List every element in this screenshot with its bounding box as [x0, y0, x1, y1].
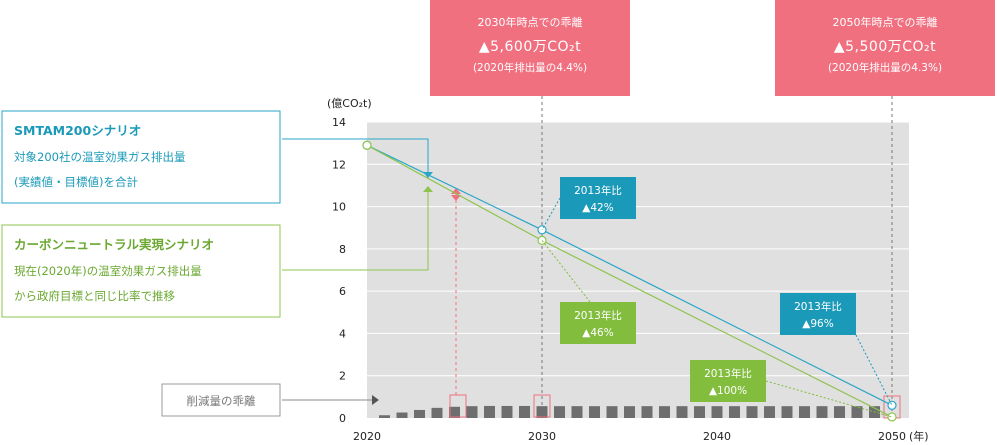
- gap-bar: [764, 406, 775, 418]
- gridlines: [367, 121, 909, 377]
- y-tick-14: 14: [332, 116, 346, 129]
- gap-bar: [624, 406, 635, 418]
- callout-2030-value: ▲5,600万CO₂t: [478, 39, 582, 55]
- y-tick-8: 8: [339, 243, 346, 256]
- gap-bar: [431, 407, 443, 418]
- y-tick-0: 0: [339, 412, 346, 425]
- gap-bar: [834, 406, 845, 418]
- legend-cn-line2: から政府目標と同じ比率で推移: [14, 289, 175, 303]
- legend-connector-smtam: [282, 138, 429, 172]
- gap-bar: [851, 406, 863, 418]
- x-ticks: 2020 2030 2040 2050: [353, 430, 906, 443]
- legend-arrow-gap-icon: [372, 395, 379, 405]
- callout-2050: 2050年時点での乖離 ▲5,500万CO₂t (2020年排出量の4.3%): [775, 0, 995, 96]
- callout-2030-title: 2030年時点での乖離: [477, 16, 583, 29]
- legend-box-gap: 削減量の乖離: [161, 383, 281, 417]
- gap-bar: [536, 406, 548, 418]
- legend-arrow-cn-icon: [423, 186, 433, 192]
- ratio-tags: 2013年比 ▲42% 2013年比 ▲46% 2013年比 ▲96% 2013年比 ▲100…: [541, 177, 893, 418]
- x-axis-unit: (年): [909, 429, 929, 443]
- legend-box-cn: カーボンニュートラル実現シナリオ 現在(2020年)の温室効果ガス排出量 から政…: [1, 224, 281, 318]
- ratio-tag-box: [560, 177, 636, 219]
- x-tick-2040: 2040: [703, 430, 731, 443]
- y-tick-4: 4: [339, 327, 346, 340]
- gap-bar: [414, 409, 425, 418]
- gap-bar: [606, 406, 618, 418]
- ratio-tag-value: ▲42%: [582, 202, 613, 214]
- gap-bar: [379, 415, 390, 418]
- gap-bar: [396, 412, 408, 418]
- callout-2050-note: (2020年排出量の4.3%): [827, 62, 943, 74]
- y-ticks: 0 2 4 6 8 10 12 14: [332, 116, 346, 425]
- gap-bar: [466, 406, 478, 418]
- ratio-tag-leader: [541, 240, 591, 303]
- gap-bar: [589, 406, 600, 418]
- y-axis-label: (億CO₂t): [327, 97, 372, 110]
- y-tick-6: 6: [339, 285, 346, 298]
- legend-smtam-title: SMTAM200シナリオ: [14, 123, 141, 138]
- legend-box-smtam: SMTAM200シナリオ 対象200社の温室効果ガス排出量 (実績値・目標値)を…: [1, 110, 281, 204]
- highlight-2030: [533, 394, 551, 418]
- gap-bar: [676, 406, 688, 418]
- ratio-tag-value: ▲100%: [709, 385, 747, 397]
- gap-bar: [641, 406, 653, 418]
- callout-2030-note: (2020年排出量の4.4%): [472, 62, 588, 74]
- gap-bar: [694, 406, 705, 418]
- ratio-tag-box: [560, 302, 636, 344]
- gap-bar: [781, 406, 793, 418]
- gap-bar: [484, 405, 495, 418]
- cn-point: [362, 140, 372, 150]
- y-tick-10: 10: [332, 201, 346, 214]
- y-tick-12: 12: [332, 158, 346, 171]
- x-tick-2030: 2030: [528, 430, 556, 443]
- gap-bar: [571, 406, 583, 418]
- legend-arrow-smtam-icon: [423, 172, 433, 178]
- highlight-2025: [449, 394, 467, 418]
- legend-smtam-line1: 対象200社の温室効果ガス排出量: [14, 150, 185, 164]
- gap-arrow-down-icon: [451, 195, 461, 201]
- x-tick-2050: 2050: [878, 430, 906, 443]
- gap-bar: [799, 406, 810, 418]
- gap-bar: [554, 406, 565, 418]
- ratio-tag-label: 2013年比: [704, 367, 752, 380]
- ratio-tag-label: 2013年比: [794, 300, 842, 313]
- y-tick-2: 2: [339, 370, 346, 383]
- callout-2050-title: 2050年時点での乖離: [832, 16, 938, 29]
- smtam-point: [887, 400, 897, 410]
- legend-cn-title: カーボンニュートラル実現シナリオ: [14, 237, 214, 252]
- cn-point: [537, 235, 547, 245]
- ratio-tag-label: 2013年比: [574, 309, 622, 322]
- ratio-tag-box: [690, 360, 766, 402]
- ratio-tag-box: [780, 293, 856, 335]
- ratio-tag-leader: [765, 380, 893, 418]
- x-tick-2020: 2020: [353, 430, 381, 443]
- gap-bar: [449, 406, 460, 418]
- gap-bar: [816, 406, 828, 418]
- ratio-tag-label: 2013年比: [574, 184, 622, 197]
- ratio-tag-value: ▲46%: [582, 327, 613, 339]
- legend-gap-title: 削減量の乖離: [187, 394, 256, 408]
- callout-2030: 2030年時点での乖離 ▲5,600万CO₂t (2020年排出量の4.4%): [430, 0, 630, 96]
- ratio-tag-leader: [855, 334, 893, 406]
- gap-bars: [379, 405, 880, 418]
- gap-bar: [729, 406, 740, 418]
- legend-connector-cn: [282, 192, 429, 271]
- ratio-tag-value: ▲96%: [802, 318, 833, 330]
- gap-bar: [519, 405, 530, 418]
- legend-smtam-line2: (実績値・目標値)を合計: [14, 175, 138, 189]
- gap-bar: [659, 406, 670, 418]
- cn-point: [887, 412, 897, 422]
- legend-cn-line1: 現在(2020年)の温室効果ガス排出量: [14, 264, 202, 278]
- gap-bar: [501, 405, 513, 418]
- gap-bar: [711, 406, 723, 418]
- callout-2050-value: ▲5,500万CO₂t: [833, 39, 937, 55]
- gap-bar: [746, 406, 758, 418]
